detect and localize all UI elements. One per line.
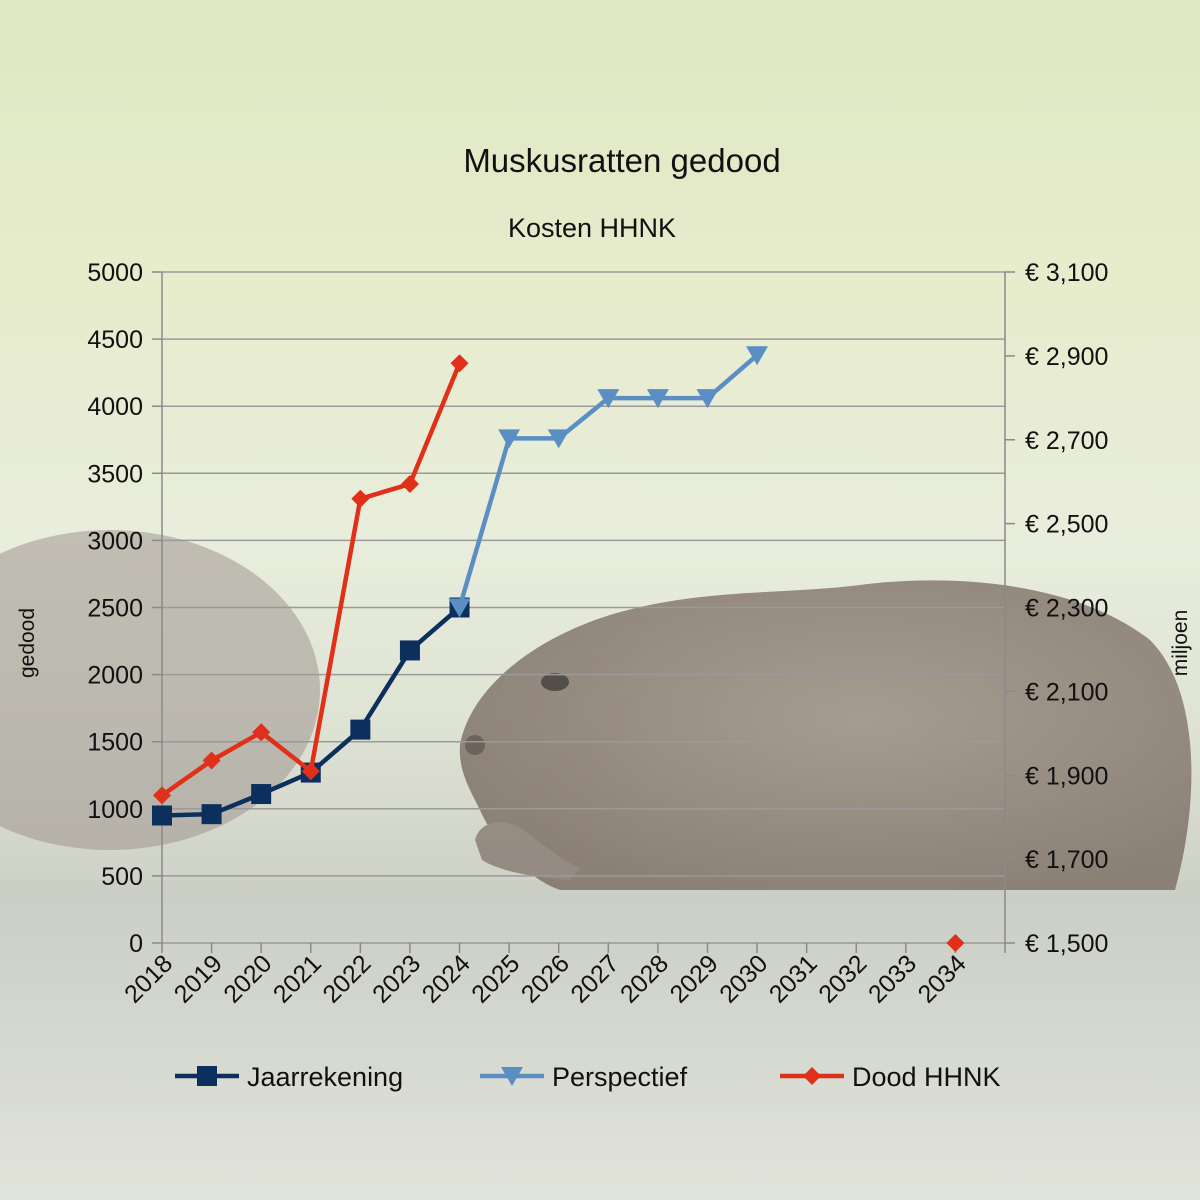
legend: Jaarrekening Perspectief Dood HHNK bbox=[175, 1062, 1001, 1092]
y-tick-label: 0 bbox=[129, 930, 143, 958]
y-axis-title: gedood bbox=[16, 608, 39, 678]
x-axis-ticks: 2018201920202021202220232024202520262027… bbox=[119, 949, 972, 1008]
y-tick-label: 4000 bbox=[87, 393, 143, 421]
data-point bbox=[351, 489, 370, 508]
x-tick-label: 2020 bbox=[218, 949, 277, 1008]
y-tick-label: 4500 bbox=[87, 326, 143, 354]
x-tick-label: 2025 bbox=[466, 949, 525, 1008]
data-point bbox=[597, 389, 620, 409]
y2-tick-label: € 2,500 bbox=[1025, 511, 1108, 539]
data-point bbox=[252, 723, 271, 742]
y-tick-label: 3000 bbox=[87, 527, 143, 555]
muskrat-photo bbox=[459, 580, 1192, 890]
series-line bbox=[160, 362, 462, 798]
gridlines bbox=[152, 271, 1015, 953]
legend-swatch-marker bbox=[501, 1067, 523, 1086]
x-tick-label: 2021 bbox=[268, 949, 327, 1008]
data-point bbox=[696, 389, 719, 409]
x-tick-label: 2032 bbox=[813, 949, 872, 1008]
legend-swatch-marker bbox=[197, 1066, 217, 1086]
data-point bbox=[301, 762, 320, 781]
series-lines bbox=[152, 346, 965, 952]
x-tick-label: 2019 bbox=[169, 949, 228, 1008]
legend-label: Dood HHNK bbox=[852, 1062, 1001, 1092]
chart-subtitle: Kosten HHNK bbox=[508, 213, 676, 243]
data-point bbox=[400, 475, 419, 494]
y-tick-label: 1000 bbox=[87, 796, 143, 824]
data-point bbox=[946, 934, 965, 952]
data-point bbox=[547, 429, 570, 449]
data-point bbox=[350, 719, 371, 740]
x-tick-label: 2028 bbox=[615, 949, 674, 1008]
y2-tick-label: € 2,100 bbox=[1025, 678, 1108, 706]
y-axis-left-ticks: 0 500 1000 1500 2000 2500 3000 3500 4000 4500 5000 bbox=[87, 259, 143, 958]
y2-tick-label: € 1,900 bbox=[1025, 762, 1108, 790]
data-point bbox=[153, 786, 171, 805]
x-tick-label: 2029 bbox=[665, 949, 724, 1008]
x-tick-label: 2030 bbox=[714, 949, 773, 1008]
x-tick-label: 2018 bbox=[119, 949, 178, 1008]
y2-axis-title: miljoen bbox=[1169, 610, 1192, 677]
data-point bbox=[251, 784, 272, 805]
data-point bbox=[498, 429, 521, 449]
data-point bbox=[450, 354, 469, 373]
y-tick-label: 5000 bbox=[87, 259, 143, 287]
legend-label: Perspectief bbox=[552, 1062, 688, 1092]
data-point bbox=[201, 804, 222, 825]
series-line bbox=[161, 605, 462, 818]
x-tick-label: 2027 bbox=[565, 949, 624, 1008]
x-tick-label: 2023 bbox=[367, 949, 426, 1008]
chart-title: Muskusratten gedood bbox=[463, 142, 780, 179]
x-tick-label: 2031 bbox=[764, 949, 823, 1008]
y2-tick-label: € 2,700 bbox=[1025, 427, 1108, 455]
y-tick-label: 2000 bbox=[87, 662, 143, 690]
x-tick-label: 2033 bbox=[863, 949, 922, 1008]
data-point bbox=[448, 598, 471, 618]
y-tick-label: 3500 bbox=[87, 460, 143, 488]
x-tick-label: 2034 bbox=[913, 949, 972, 1008]
data-point bbox=[646, 389, 669, 409]
legend-label: Jaarrekening bbox=[247, 1062, 403, 1092]
x-tick-label: 2024 bbox=[417, 949, 476, 1008]
x-tick-label: 2022 bbox=[317, 949, 376, 1008]
y2-tick-label: € 3,100 bbox=[1025, 259, 1108, 287]
legend-swatch-marker bbox=[803, 1067, 821, 1085]
y2-tick-label: € 2,300 bbox=[1025, 595, 1108, 623]
y-axis-right-ticks: € 1,500 € 1,700 € 1,900 € 2,100 € 2,300 € 2,5… bbox=[1025, 259, 1108, 958]
y-tick-label: 2500 bbox=[87, 595, 143, 623]
data-point bbox=[399, 640, 420, 661]
y-tick-label: 500 bbox=[101, 863, 143, 891]
data-point bbox=[746, 346, 769, 366]
y2-tick-label: € 2,900 bbox=[1025, 343, 1108, 371]
y2-tick-label: € 1,700 bbox=[1025, 846, 1108, 874]
data-point bbox=[202, 751, 221, 770]
y-tick-label: 1500 bbox=[87, 729, 143, 757]
y2-tick-label: € 1,500 bbox=[1025, 930, 1108, 958]
x-tick-label: 2026 bbox=[516, 949, 575, 1008]
data-point bbox=[152, 805, 172, 826]
